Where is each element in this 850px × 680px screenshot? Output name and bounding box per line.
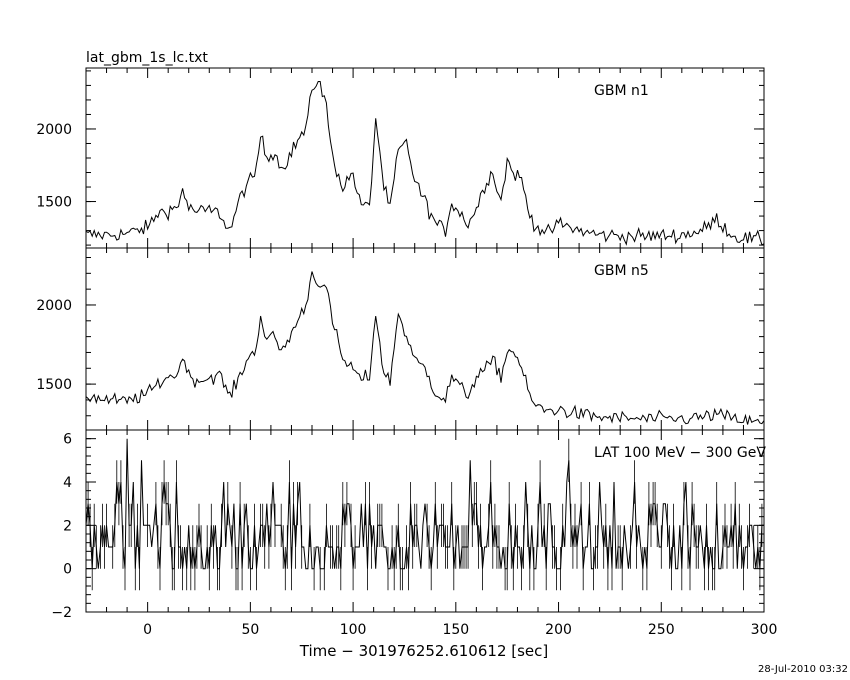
panel-frame [85,247,765,431]
x-tick-label: 150 [442,622,469,638]
panel-label: GBM n1 [594,83,649,99]
x-tick-label: 250 [648,622,675,638]
panel-label: LAT 100 MeV − 300 GeV [594,445,766,461]
y-tick-label: 2000 [36,298,72,314]
y-tick-label: 2 [63,518,72,534]
footer-timestamp: 28-Jul-2010 03:32 [758,664,848,675]
y-tick-label: 4 [63,475,72,491]
panel-frame [85,67,765,249]
y-tick-label: 1500 [36,195,72,211]
x-tick-label: 200 [545,622,572,638]
y-tick-label: 0 [63,562,72,578]
panel-1: 1500 2000 GBM n1 [36,67,765,249]
x-tick-label: 0 [143,622,152,638]
y-tick-label: 1500 [36,377,72,393]
panel-3: −2 0 2 4 6 0 50 100 150 200 250 300 LAT 100 MeV − 30… [51,429,778,638]
series-line [85,271,765,425]
x-tick-label: 300 [751,622,778,638]
x-tick-label: 50 [241,622,259,638]
x-axis-label: Time − 301976252.610612 [sec] [299,642,549,660]
y-tick-label: 2000 [36,122,72,138]
x-tick-label: 100 [340,622,367,638]
series-line [85,438,764,570]
series-line [85,81,765,246]
y-tick-label: 6 [63,432,72,448]
plot-title: lat_gbm_1s_lc.txt [86,50,208,66]
y-tick-label: −2 [51,605,72,621]
panel-frame [85,429,765,613]
panel-label: GBM n5 [594,263,649,279]
panel-2: 1500 2000 GBM n5 [36,247,765,431]
